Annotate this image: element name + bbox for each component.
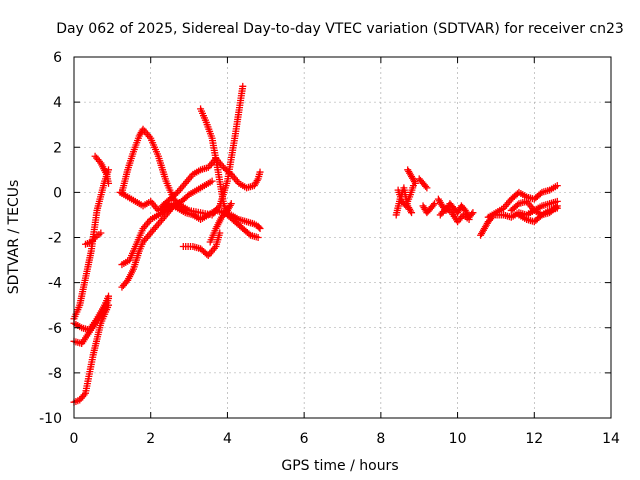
- x-tick-label: 14: [602, 431, 620, 447]
- data-track: [436, 204, 473, 226]
- data-point-marker: [256, 168, 264, 176]
- data-track: [179, 229, 224, 260]
- data-point-marker: [105, 301, 113, 309]
- data-track: [82, 229, 105, 248]
- y-tick-label: -8: [48, 366, 62, 382]
- x-tick-label: 2: [146, 431, 155, 447]
- y-tick-label: -4: [48, 276, 62, 292]
- y-tick-label: -6: [48, 321, 62, 337]
- y-tick-label: 6: [53, 50, 62, 66]
- x-tick-label: 6: [300, 431, 309, 447]
- data-point-marker: [422, 182, 430, 190]
- data-point-marker: [254, 234, 262, 241]
- data-point-marker: [97, 229, 105, 237]
- x-tick-label: 4: [223, 431, 232, 447]
- data-track: [477, 213, 496, 239]
- y-axis-label: SDTVAR / TECUs: [6, 180, 22, 295]
- data-point-marker: [227, 200, 235, 208]
- data-point-marker: [256, 224, 264, 232]
- data-track: [91, 152, 113, 187]
- data-point-marker: [411, 179, 419, 187]
- data-point-marker: [208, 177, 216, 185]
- chart-title: Day 062 of 2025, Sidereal Day-to-day VTE…: [56, 21, 624, 37]
- data-track: [434, 195, 477, 221]
- data-track: [515, 204, 561, 226]
- data-point-marker: [431, 200, 439, 208]
- data-point-marker: [105, 294, 113, 302]
- data-point-marker: [465, 215, 473, 223]
- y-tick-label: 2: [53, 140, 62, 156]
- data-track: [118, 82, 247, 219]
- data-point-marker: [408, 209, 416, 217]
- data-point-marker: [429, 201, 437, 209]
- data-track: [197, 105, 262, 241]
- data-point-marker: [239, 82, 247, 90]
- y-tick-label: 4: [53, 95, 62, 111]
- data-track: [118, 202, 178, 291]
- data-track: [158, 155, 264, 210]
- data-point-marker: [172, 190, 180, 198]
- data-points: [70, 82, 561, 406]
- data-track: [206, 200, 235, 246]
- data-point-marker: [90, 235, 98, 243]
- x-tick-label: 12: [525, 431, 543, 447]
- data-point-marker: [423, 184, 431, 192]
- data-track: [419, 200, 439, 217]
- data-track: [70, 301, 113, 406]
- data-point-marker: [105, 179, 113, 187]
- data-point-marker: [469, 209, 477, 217]
- axis-ticks: 0 2 4 6 8 10 12 14 -10 -8 -6 -4 -2 0 2 4 6: [39, 50, 620, 447]
- x-axis-label: GPS time / hours: [281, 458, 398, 474]
- x-tick-label: 0: [70, 431, 79, 447]
- x-tick-label: 8: [376, 431, 385, 447]
- data-point-marker: [553, 204, 561, 212]
- grid-lines: [74, 57, 611, 418]
- data-point-marker: [553, 182, 561, 190]
- data-point-marker: [468, 210, 476, 218]
- data-point-marker: [216, 229, 224, 237]
- data-track: [404, 166, 419, 187]
- data-track: [70, 294, 113, 348]
- y-tick-label: -10: [39, 411, 62, 427]
- y-tick-label: -2: [48, 231, 62, 247]
- x-tick-label: 10: [449, 431, 467, 447]
- data-track: [415, 175, 431, 192]
- y-tick-label: 0: [53, 185, 62, 201]
- data-point-marker: [255, 223, 263, 231]
- data-point-marker: [226, 169, 234, 177]
